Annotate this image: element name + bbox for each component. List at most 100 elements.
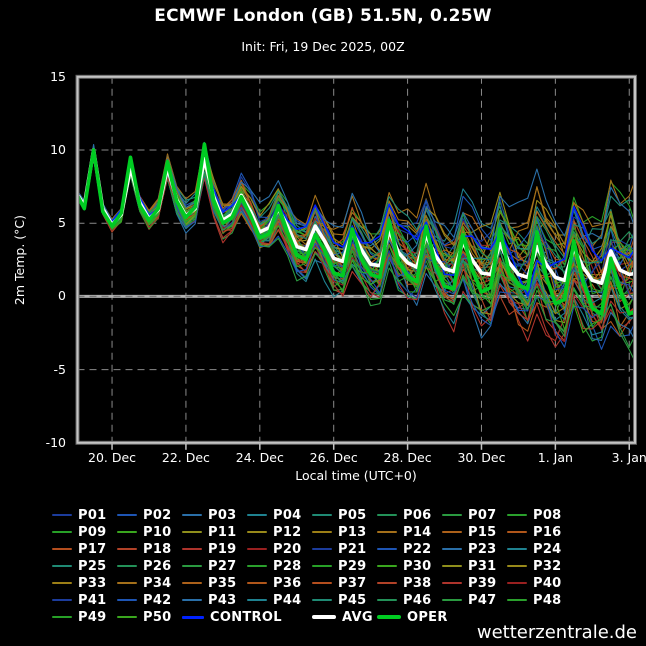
legend-item-p06: P06 (377, 507, 442, 523)
legend-label: P34 (143, 575, 172, 591)
legend-swatch-icon (247, 548, 267, 550)
legend-label: P18 (143, 541, 172, 557)
legend-item-p46: P46 (377, 592, 442, 608)
legend: P01 P02 P03 P04 P05 P06 P07 P08 P09 P10 P11 P12 P13 P… (52, 507, 592, 625)
y-tick-label: -10 (45, 434, 66, 450)
x-tick-label: 30. Dec (457, 450, 506, 465)
plot-frame (76, 75, 636, 444)
x-tick-label: 3. Jan (611, 450, 646, 465)
legend-swatch-icon (507, 531, 527, 533)
legend-label: P36 (273, 575, 302, 591)
legend-item-p41: P41 (52, 592, 117, 608)
legend-item-p08: P08 (507, 507, 572, 523)
legend-item-p43: P43 (182, 593, 247, 608)
legend-item-p50: P50 (117, 610, 182, 625)
legend-label: P06 (403, 507, 432, 523)
legend-swatch-icon (312, 615, 336, 619)
legend-label: P20 (273, 541, 302, 557)
legend-item-p29: P29 (312, 558, 377, 574)
legend-swatch-icon (117, 616, 137, 618)
legend-label: P40 (533, 575, 562, 591)
legend-swatch-icon (507, 565, 527, 567)
legend-swatch-icon (507, 582, 527, 584)
y-tick-label: 10 (50, 142, 66, 157)
legend-swatch-icon (182, 599, 202, 601)
legend-swatch-icon (312, 548, 332, 550)
legend-item-p19: P19 (182, 541, 247, 557)
legend-swatch-icon (377, 565, 397, 567)
y-axis-title: 2m Temp. (°C) (12, 214, 27, 306)
x-tick-label: 22. Dec (161, 450, 210, 465)
chart-subtitle: Init: Fri, 19 Dec 2025, 00Z (241, 39, 405, 54)
legend-label: P37 (338, 575, 367, 591)
legend-swatch-icon (442, 548, 462, 550)
legend-swatch-icon (52, 531, 72, 533)
legend-item-p49: P49 (52, 609, 117, 625)
y-tick-label: 0 (58, 288, 66, 304)
legend-swatch-icon (247, 514, 267, 516)
legend-swatch-icon (52, 582, 72, 584)
legend-swatch-icon (377, 582, 397, 584)
legend-swatch-icon (247, 531, 267, 533)
legend-item-p02: P02 (117, 508, 182, 523)
y-tick-label: 5 (58, 215, 66, 231)
legend-label: P31 (468, 558, 497, 574)
temperature-spaghetti-chart (75, 74, 637, 450)
legend-label: P49 (78, 609, 107, 625)
legend-item-p24: P24 (507, 542, 572, 557)
legend-item-p03: P03 (182, 508, 247, 523)
legend-label: P28 (273, 558, 302, 574)
legend-item-p04: P04 (247, 507, 312, 523)
x-tick-label: 20. Dec (88, 450, 137, 465)
ensemble-member-line-p14 (77, 143, 635, 266)
x-tick-label: 1. Jan (537, 450, 573, 465)
legend-item-p44: P44 (247, 592, 312, 608)
legend-label: P14 (403, 524, 432, 540)
x-tick-label: 26. Dec (309, 450, 358, 465)
legend-item-p25: P25 (52, 559, 117, 574)
legend-swatch-icon (442, 582, 462, 584)
legend-item-p21: P21 (312, 542, 377, 557)
legend-swatch-icon (117, 514, 137, 516)
legend-swatch-icon (247, 565, 267, 567)
legend-label: P13 (338, 524, 367, 540)
legend-label: P45 (338, 592, 367, 608)
legend-label: P27 (208, 558, 237, 574)
legend-label: P47 (468, 592, 497, 608)
legend-label: P33 (78, 575, 107, 591)
legend-label: CONTROL (210, 609, 282, 625)
legend-swatch-icon (117, 531, 137, 533)
legend-label: P16 (533, 524, 562, 540)
legend-item-p07: P07 (442, 508, 507, 523)
legend-item-oper: OPER (377, 610, 447, 625)
legend-label: P41 (78, 592, 107, 608)
legend-label: P04 (273, 507, 302, 523)
legend-swatch-icon (52, 514, 72, 516)
legend-item-control: CONTROL (182, 609, 312, 625)
legend-label: P29 (338, 558, 367, 574)
legend-label: P46 (403, 592, 432, 608)
legend-label: P44 (273, 592, 302, 608)
chart-title: ECMWF London (GB) 51.5N, 0.25W (154, 6, 492, 26)
legend-item-p47: P47 (442, 592, 507, 608)
legend-item-p14: P14 (377, 524, 442, 540)
legend-label: P19 (208, 541, 237, 557)
legend-swatch-icon (442, 531, 462, 533)
legend-item-p16: P16 (507, 524, 572, 540)
legend-swatch-icon (247, 582, 267, 584)
legend-swatch-icon (377, 531, 397, 533)
y-tick-label: -5 (53, 361, 66, 377)
legend-label: P42 (143, 592, 172, 608)
legend-label: P08 (533, 507, 562, 523)
legend-item-p23: P23 (442, 541, 507, 557)
legend-item-p01: P01 (52, 508, 117, 523)
legend-swatch-icon (182, 565, 202, 567)
legend-label: P12 (273, 524, 302, 540)
legend-item-p10: P10 (117, 525, 182, 540)
legend-item-p05: P05 (312, 508, 377, 523)
legend-label: P09 (78, 524, 107, 540)
legend-label: P23 (468, 541, 497, 557)
legend-swatch-icon (117, 565, 137, 567)
legend-item-p20: P20 (247, 541, 312, 557)
legend-item-p39: P39 (442, 576, 507, 591)
